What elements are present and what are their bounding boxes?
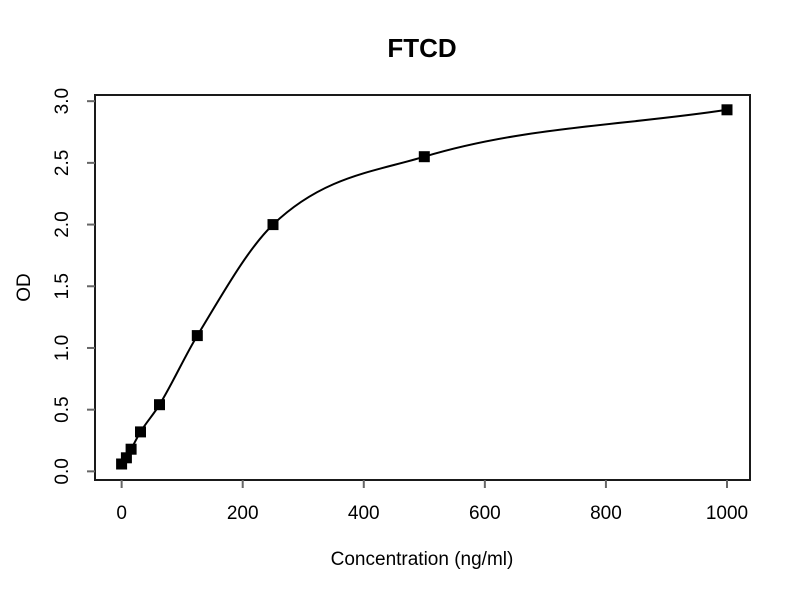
data-points bbox=[116, 104, 733, 470]
y-tick-label: 2.5 bbox=[52, 150, 73, 176]
y-tick-label: 1.5 bbox=[52, 273, 73, 299]
x-axis-label: Concentration (ng/ml) bbox=[331, 549, 514, 570]
data-point-marker bbox=[116, 458, 128, 470]
plot-box bbox=[94, 94, 751, 481]
y-tick-label: 3.0 bbox=[52, 88, 73, 114]
x-tick-label: 600 bbox=[469, 503, 501, 524]
data-point-marker bbox=[418, 151, 430, 163]
x-tick-label: 800 bbox=[590, 503, 622, 524]
y-tick-label: 1.0 bbox=[52, 335, 73, 361]
data-point-marker bbox=[125, 443, 137, 455]
y-axis-label: OD bbox=[14, 273, 35, 302]
x-tick-label: 200 bbox=[227, 503, 259, 524]
y-tick-label: 2.0 bbox=[52, 211, 73, 237]
data-point-marker bbox=[267, 219, 279, 231]
data-point-marker bbox=[154, 399, 165, 411]
data-point-marker bbox=[135, 426, 146, 438]
x-tick-label: 1000 bbox=[706, 503, 748, 524]
x-axis-ticks: 0 200 400 600 800 1000 bbox=[116, 480, 748, 524]
chart-title: FTCD bbox=[387, 33, 456, 63]
x-tick-label: 400 bbox=[348, 503, 380, 524]
y-tick-label: 0.5 bbox=[52, 396, 73, 422]
y-tick-label: 0.0 bbox=[52, 458, 73, 484]
y-axis-ticks: 0.0 0.5 1.0 1.5 2.0 2.5 3.0 bbox=[52, 88, 95, 485]
x-tick-label: 0 bbox=[116, 503, 127, 524]
data-point-marker bbox=[721, 104, 733, 116]
fit-curve bbox=[120, 108, 728, 465]
data-point-marker bbox=[120, 452, 132, 464]
data-point-marker bbox=[191, 330, 203, 342]
